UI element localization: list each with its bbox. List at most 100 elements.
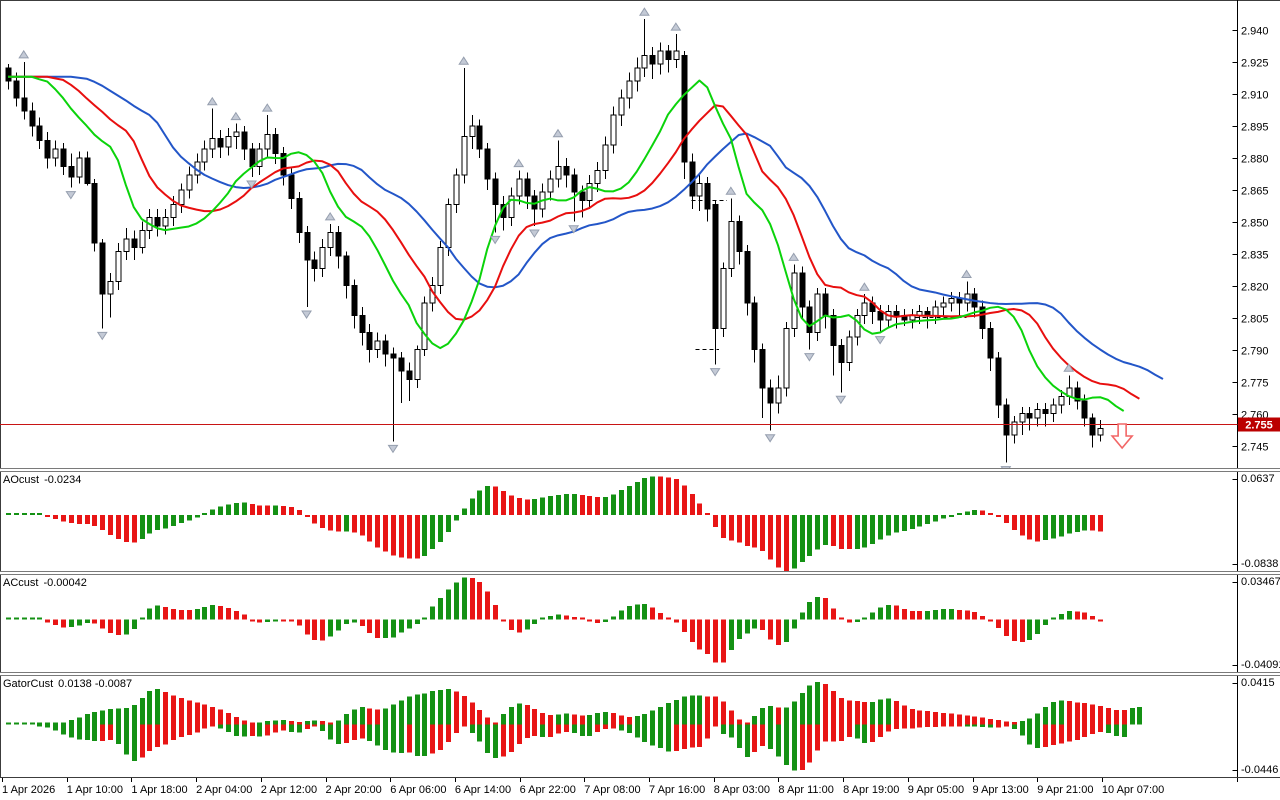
time-axis-tick [325,778,327,782]
time-axis-label: 1 Apr 2026 [2,784,56,796]
price-tick-label: 2.790 [1241,346,1269,358]
fractal-down-icon [568,225,580,234]
candle [759,343,766,418]
candle [390,347,397,442]
fractal-down-icon [96,331,108,341]
candle [84,151,91,186]
candle [13,72,20,107]
alligator-teeth-line [8,75,1140,400]
candle [728,198,735,278]
ac-scale-min: -0.04091 [1241,659,1280,671]
candle [225,127,232,156]
candle [799,266,806,320]
pane-separator[interactable] [0,672,1280,676]
time-axis-tick [131,778,133,782]
time-axis[interactable]: 1 Apr 2026 1 Apr 10:00 1 Apr 18:00 2 Apr 04… [0,777,1280,800]
candle [414,345,421,389]
fractal-down-icon [709,368,721,377]
time-axis-corner-tick [1237,778,1238,782]
time-axis-label: 1 Apr 18:00 [131,784,188,796]
main-price-pane[interactable]: 2.940 2.925 2.910 2.895 2.880 2.865 2.850 2.835… [0,0,1280,468]
ac-histogram-canvas[interactable] [0,575,1280,672]
ao-histogram-canvas[interactable] [0,472,1280,571]
fractal-down-icon [65,191,77,200]
candle [366,324,373,363]
current-price-badge: 2.755 [1238,417,1280,432]
candle [335,226,342,269]
time-axis-tick [66,778,68,782]
candle [948,292,955,312]
price-tick-label: 2.775 [1241,378,1269,390]
candle [767,379,774,431]
time-axis-label: 9 Apr 21:00 [1037,784,1094,796]
candle [351,279,358,329]
alligator-jaw-line [8,75,1164,380]
fractal-down-icon [489,235,501,245]
candle [154,208,161,237]
fractal-up-icon [670,22,682,31]
candle [516,170,523,205]
fractal-up-icon [858,282,870,291]
fractal-down-icon [764,434,776,443]
gator-histogram-canvas[interactable] [0,676,1280,777]
candle [1042,402,1049,427]
candle [814,287,821,342]
candle [280,147,287,186]
fractal-up-icon [961,269,972,278]
candle [594,162,601,192]
candle [131,230,138,261]
fractal-down-icon [1000,466,1012,468]
candle [304,226,311,308]
main-chart-canvas[interactable]: 2.940 2.925 2.910 2.895 2.880 2.865 2.850 2.835… [0,0,1280,468]
candle [76,151,83,184]
time-axis-tick [584,778,586,782]
time-axis-tick [972,778,974,782]
gator-scale-max: 0.0415 [1241,677,1275,689]
time-axis-label: 8 Apr 19:00 [843,784,900,796]
candle [359,307,366,346]
candle [469,115,476,150]
fractal-down-icon [301,310,312,319]
candle [1026,407,1033,431]
price-tick-label: 2.940 [1241,26,1269,38]
candle [123,228,130,261]
price-axis: 2.940 2.925 2.910 2.895 2.880 2.865 2.850 2.835… [1232,26,1269,454]
ac-scale-max: 0.03467 [1241,576,1280,588]
ac-indicator-name: ACcust [3,577,39,589]
fractal-down-icon [246,180,257,189]
ao-indicator-name: AOcust [3,474,40,486]
time-axis-label: 7 Apr 08:00 [584,784,641,796]
pane-separator[interactable] [0,468,1280,472]
price-tick-label: 2.820 [1241,282,1269,294]
time-axis-tick [454,778,456,782]
candle [21,61,28,120]
candle [1058,390,1065,414]
candle [36,117,43,150]
fractal-up-icon [513,158,525,168]
time-axis-tick [778,778,780,782]
candle [586,174,593,209]
gator-indicator-pane[interactable]: GatorCust 0.0138 -0.0087 0.0415 -0.0446 [0,676,1280,777]
candle [382,334,389,367]
candle [311,251,318,282]
candle [374,332,381,359]
candle [99,238,106,329]
price-tick-label: 2.880 [1241,154,1269,166]
price-tick-label: 2.865 [1241,186,1269,198]
ac-indicator-pane[interactable]: ACcust -0.00042 0.03467 -0.04091 [0,575,1280,672]
ao-scale-max: 0.0637 [1241,473,1275,485]
candle [720,262,727,337]
candle [1050,398,1057,423]
ao-scale-min: -0.0838 [1241,558,1279,570]
time-axis-tick [196,778,198,782]
candle [940,296,947,316]
candle [233,123,240,150]
time-axis-tick [713,778,715,782]
pane-separator[interactable] [0,571,1280,575]
ao-indicator-pane[interactable]: AOcust -0.0234 0.0637 -0.0838 [0,472,1280,571]
candle [1066,375,1073,406]
fractal-up-icon [1063,363,1075,372]
candle [421,296,428,357]
ao-indicator-value: -0.0234 [44,474,82,486]
candle [704,176,711,222]
